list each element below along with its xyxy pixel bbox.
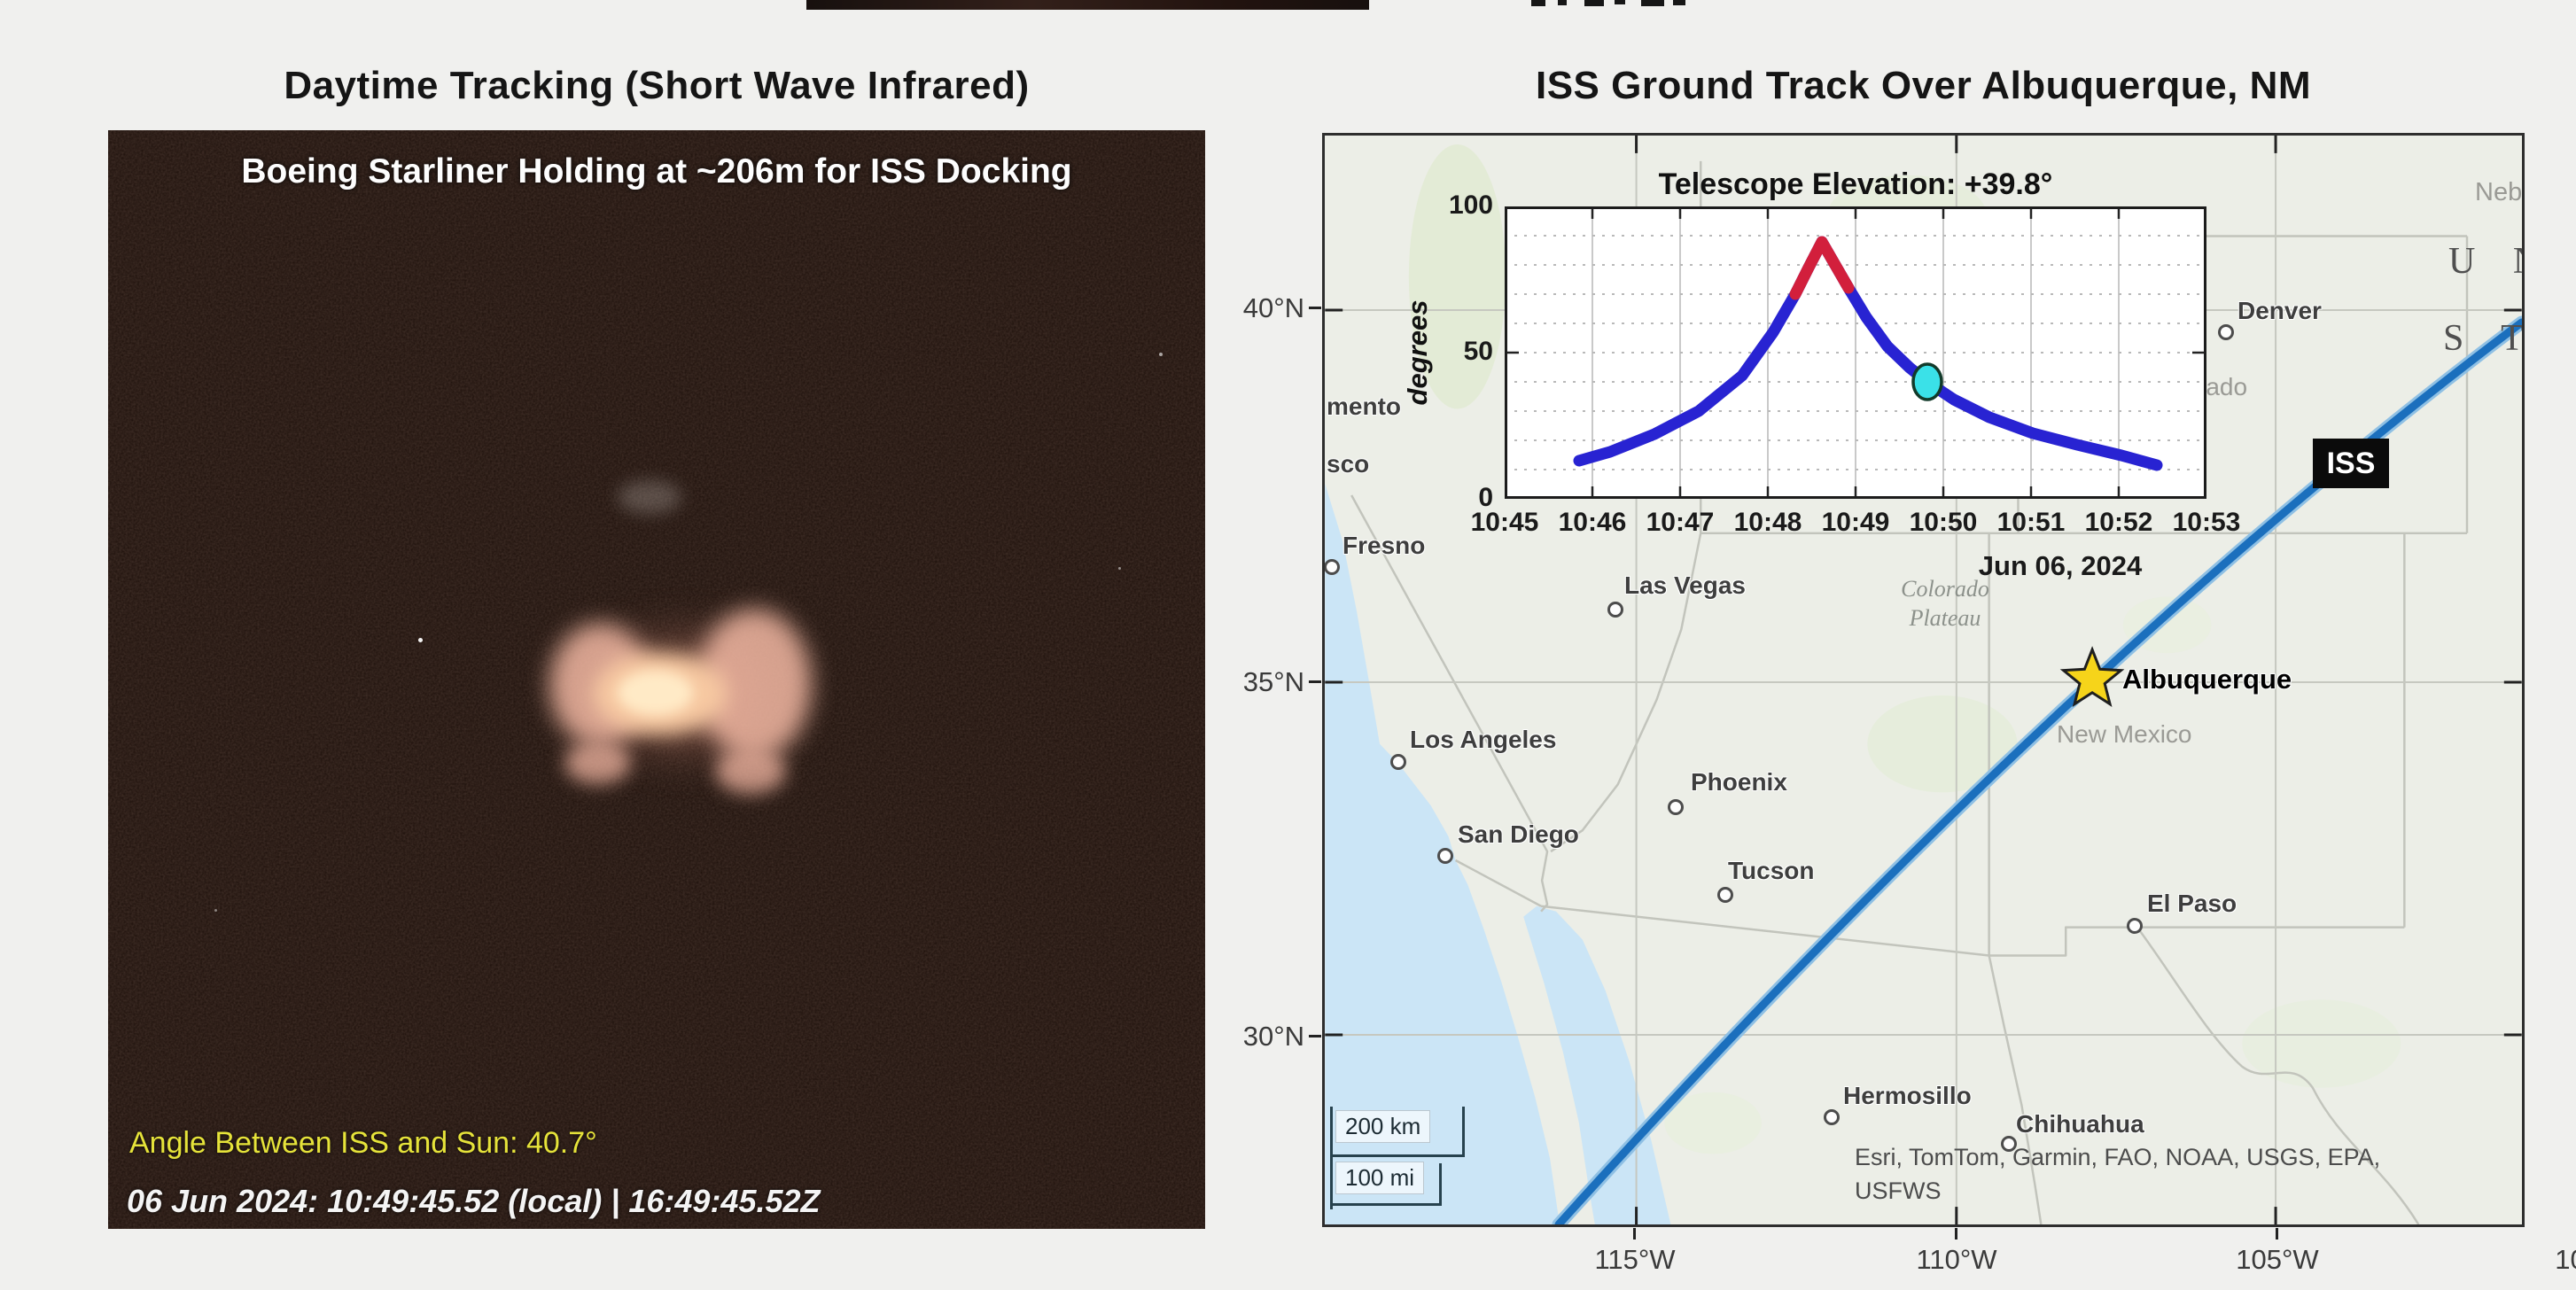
albuquerque-label: Albuquerque: [2122, 664, 2292, 695]
crop-fragment: [1615, 0, 1625, 4]
background-star: [214, 909, 217, 912]
inset-date-label: Jun 06, 2024: [1978, 550, 2143, 581]
lon-label-105w: 105°W: [2236, 1244, 2319, 1275]
plateau-line2: Plateau: [1909, 604, 1981, 631]
city-marker-los-angeles: [1390, 754, 1406, 770]
lon-label-115w: 115°W: [1594, 1244, 1676, 1275]
city-label-san-francisco-partial: sco: [1327, 450, 1370, 478]
map-attribution-line1: Esri, TomTom, Garmin, FAO, NOAA, USGS, E…: [1855, 1144, 2381, 1170]
inset-ytick-50: 50: [1463, 337, 1493, 366]
timestamp-readout: 06 Jun 2024: 10:49:45.52 (local) | 16:49…: [127, 1183, 821, 1219]
albuquerque-star-icon: [2059, 646, 2125, 707]
city-marker-las-vegas: [1607, 602, 1623, 618]
city-marker-chihuahua: [2001, 1136, 2017, 1152]
left-panel-title: Daytime Tracking (Short Wave Infrared): [284, 64, 1030, 107]
inset-horizontal-grid: [1505, 235, 2206, 470]
current-time-marker: [1911, 362, 1943, 401]
sun-angle-readout: Angle Between ISS and Sun: 40.7°: [129, 1126, 597, 1160]
country-label-states-partial: S T: [2443, 318, 2522, 359]
ground-track-map: Fresno Las Vegas Los Angeles San Diego P…: [1322, 133, 2525, 1227]
lat-label-40n: 40°N: [1242, 292, 1304, 323]
background-star: [1159, 353, 1163, 356]
city-marker-denver: [2218, 324, 2234, 340]
inset-xtick: 10:46: [1558, 508, 1627, 537]
city-label-denver: Denver: [2237, 297, 2322, 324]
city-marker-san-diego: [1437, 848, 1453, 864]
lon-label-110w: 110°W: [1916, 1244, 1997, 1275]
iss-position-label: ISS: [2313, 439, 2389, 488]
inset-xtick: 10:48: [1733, 508, 1802, 537]
state-label-new-mexico: New Mexico: [2057, 720, 2192, 748]
elevation-plot-area: [1503, 206, 2208, 499]
faint-debris-smudge: [618, 480, 681, 514]
country-label-united-partial: U N: [2448, 241, 2522, 282]
right-panel-title: ISS Ground Track Over Albuquerque, NM: [1535, 64, 2312, 107]
city-label-fresno: Fresno: [1342, 532, 1426, 559]
inset-title: Telescope Elevation: +39.8°: [1658, 167, 2053, 201]
crop-fragment: [1584, 0, 1604, 6]
elevation-peak-segment: [1789, 236, 1855, 300]
lat-label-30n: 30°N: [1242, 1021, 1304, 1052]
inset-xtick: 10:53: [2172, 508, 2241, 537]
graticule: [1325, 136, 2522, 1224]
city-label-el-paso: El Paso: [2147, 890, 2237, 917]
axis-tick: [1633, 1228, 1636, 1239]
city-label-sacramento-partial: mento: [1327, 392, 1401, 420]
lat-label-35n: 35°N: [1242, 666, 1304, 697]
inset-ytick-100: 100: [1448, 190, 1493, 220]
city-label-chihuahua: Chihuahua: [2016, 1110, 2144, 1138]
city-marker-el-paso: [2127, 918, 2143, 934]
inset-xtick: 10:50: [1909, 508, 1978, 537]
city-label-san-diego: San Diego: [1458, 820, 1579, 848]
crop-fragment: [1531, 0, 1545, 6]
axis-tick: [1955, 1228, 1957, 1239]
iss-hot-spot: [618, 671, 693, 715]
lon-label-100w: 100°W: [2555, 1244, 2576, 1275]
crop-fragment: [1558, 0, 1567, 5]
ir-subtitle: Boeing Starliner Holding at ~206m for IS…: [241, 152, 1072, 190]
axis-tick: [1309, 307, 1321, 309]
region-label-colorado-plateau: Colorado Plateau: [1892, 575, 1998, 633]
iss-ground-track: [1554, 318, 2522, 1224]
iss-lower-right-arm: [715, 748, 786, 794]
terrain-patches: [1408, 144, 2401, 1154]
inset-xtick: 10:52: [2084, 508, 2153, 537]
city-marker-phoenix: [1668, 799, 1684, 815]
inset-xtick: 10:45: [1470, 508, 1539, 537]
map-attribution-line2: USFWS: [1855, 1177, 1942, 1204]
city-label-tucson: Tucson: [1728, 857, 1815, 884]
city-label-las-vegas: Las Vegas: [1624, 571, 1746, 599]
city-marker-fresno: [1325, 559, 1340, 575]
background-star: [1118, 567, 1121, 570]
infrared-image: Boeing Starliner Holding at ~206m for IS…: [108, 130, 1205, 1229]
city-label-hermosillo: Hermosillo: [1843, 1082, 1972, 1109]
city-label-phoenix: Phoenix: [1691, 768, 1787, 796]
city-label-los-angeles: Los Angeles: [1410, 726, 1557, 753]
inset-xtick: 10:49: [1821, 508, 1890, 537]
scale-km: 200 km: [1335, 1110, 1431, 1143]
map-axis-ticks: [1325, 136, 2522, 1224]
axis-tick: [1309, 1035, 1321, 1037]
axis-tick: [1309, 680, 1321, 683]
scale-mi: 100 mi: [1335, 1162, 1425, 1194]
city-marker-hermosillo: [1824, 1109, 1840, 1125]
crop-fragment: [1673, 0, 1685, 5]
inset-xtick: 10:47: [1646, 508, 1715, 537]
inset-ytick-0: 0: [1478, 483, 1493, 512]
city-marker-tucson: [1717, 887, 1733, 903]
crop-fragment: [1641, 0, 1664, 6]
crop-bar: [806, 0, 1369, 10]
state-label-nebraska-partial: Neb: [2475, 178, 2523, 206]
inset-xtick: 10:51: [1996, 508, 2066, 537]
background-star: [418, 638, 423, 642]
iss-lower-left-arm: [564, 742, 631, 784]
plateau-line1: Colorado: [1901, 576, 1989, 602]
axis-tick: [2276, 1228, 2278, 1239]
